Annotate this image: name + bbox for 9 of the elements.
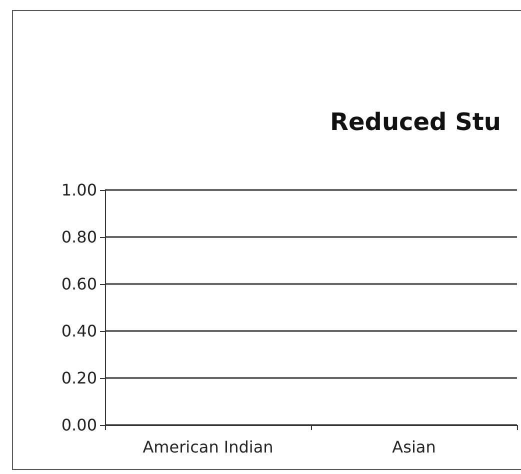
y-tick-label: 1.00 bbox=[61, 180, 97, 200]
x-tick-label: American Indian bbox=[142, 438, 274, 456]
chart-title: Reduced Stu bbox=[330, 108, 501, 136]
y-tick-label: 0.40 bbox=[61, 322, 97, 340]
y-tick-label: 0.00 bbox=[61, 416, 97, 434]
y-tick-label: 0.80 bbox=[61, 228, 97, 246]
y-tick-label: 0.20 bbox=[61, 368, 97, 388]
y-tick-label: 0.60 bbox=[61, 274, 97, 294]
x-tick-label: Asian bbox=[392, 438, 436, 456]
